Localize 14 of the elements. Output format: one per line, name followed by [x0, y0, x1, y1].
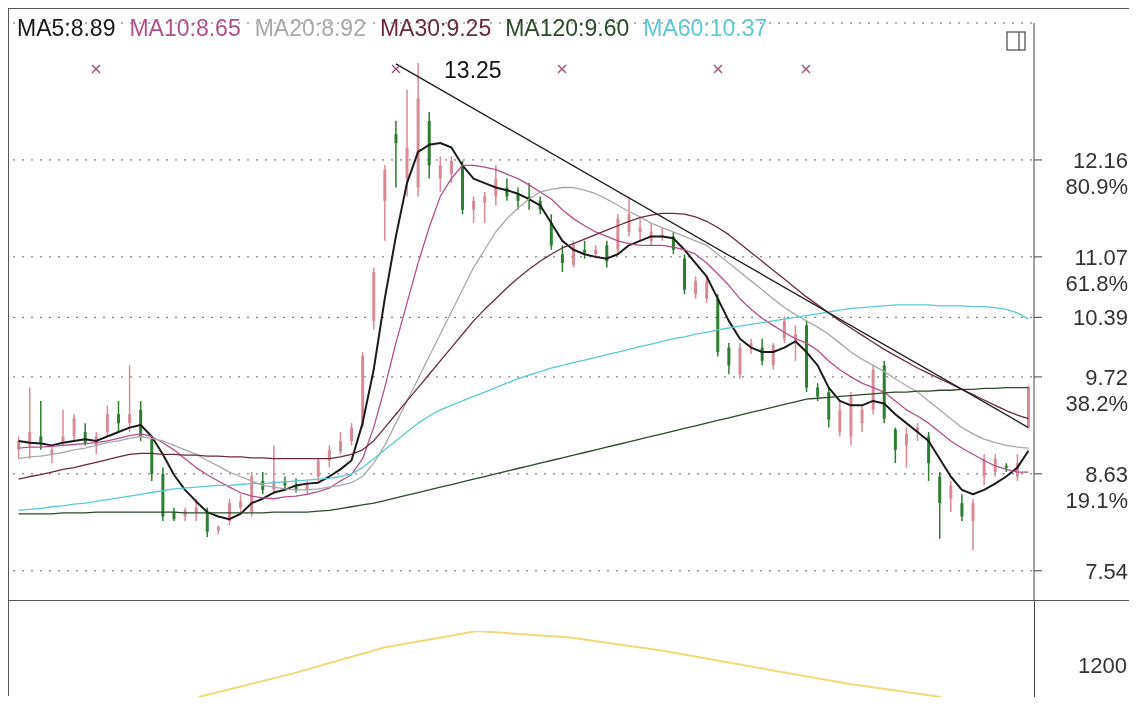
y-tick-label: 11.07 61.8%	[1065, 244, 1128, 296]
y-tick-label: 7.54	[1085, 558, 1128, 584]
text: MA30:9.25	[379, 15, 492, 42]
text: MA10:8.65	[129, 15, 241, 42]
annotation: 1200	[1078, 653, 1127, 679]
text: MA120:9.60	[505, 15, 630, 42]
y-tick-label: 9.72 38.2%	[1065, 364, 1128, 416]
y-tick-label: 8.63 19.1%	[1065, 461, 1128, 513]
text: MA5:8.89	[17, 15, 116, 42]
y-tick-label: 12.16 80.9%	[1065, 147, 1128, 199]
text: MA60:10.37	[643, 15, 768, 42]
annotation: 13.25	[444, 57, 502, 84]
y-tick-label: 10.39	[1072, 305, 1128, 331]
text: MA20:8.92	[254, 15, 366, 42]
